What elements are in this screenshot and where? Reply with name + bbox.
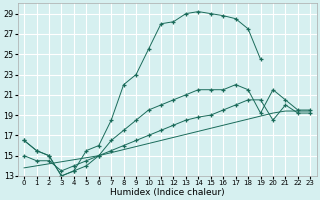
X-axis label: Humidex (Indice chaleur): Humidex (Indice chaleur) bbox=[110, 188, 225, 197]
